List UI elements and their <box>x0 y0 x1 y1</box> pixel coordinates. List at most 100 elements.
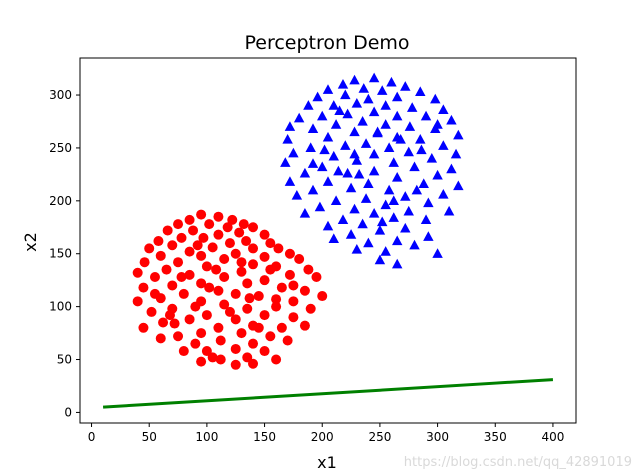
blue-point-7 <box>322 84 334 94</box>
blue-point-28 <box>380 119 391 129</box>
blue-point-107 <box>334 105 345 116</box>
blue-point-101 <box>391 258 403 269</box>
axes: 0 50 100 150 200 250 300 350 400 0 50 100 150 200 250 3… <box>49 88 564 444</box>
blue-point-27 <box>357 115 368 126</box>
red-point-101 <box>265 264 276 275</box>
red-point-52 <box>138 282 149 293</box>
x-tick-label-150: 150 <box>253 430 276 444</box>
red-point-17 <box>265 238 276 249</box>
blue-point-18 <box>303 100 314 110</box>
blue-point-38 <box>322 131 334 142</box>
blue-point-79 <box>349 203 360 214</box>
blue-point-64 <box>284 176 296 186</box>
blue-point-70 <box>307 184 319 195</box>
blue-point-10 <box>391 91 403 102</box>
red-point-94 <box>215 354 226 365</box>
y-tick-label-200: 200 <box>49 194 72 208</box>
blue-point-106 <box>411 184 423 195</box>
blue-point-13 <box>430 93 441 104</box>
red-point-87 <box>190 338 201 349</box>
red-point-80 <box>299 320 310 331</box>
red-point-35 <box>139 257 150 268</box>
red-point-82 <box>173 331 184 342</box>
red-point-30 <box>155 250 166 261</box>
blue-point-60 <box>299 167 311 178</box>
blue-point-56 <box>409 161 420 172</box>
watermark: https://blog.csdn.net/qq_42891019 <box>403 455 632 470</box>
red-point-44 <box>259 275 270 286</box>
blue-point-1 <box>349 74 360 85</box>
x-tick-label-400: 400 <box>541 430 564 444</box>
blue-point-19 <box>438 104 449 114</box>
red-point-77 <box>276 322 287 333</box>
red-point-72 <box>184 314 195 325</box>
red-point-56 <box>253 291 264 302</box>
blue-point-91 <box>345 229 357 239</box>
red-point-51 <box>276 282 287 293</box>
x-tick-label-350: 350 <box>484 430 507 444</box>
plot-area <box>102 72 554 409</box>
blue-point-98 <box>380 246 391 256</box>
red-point-108 <box>253 322 264 333</box>
red-point-20 <box>167 240 178 251</box>
blue-point-104 <box>395 133 406 144</box>
blue-point-97 <box>351 243 363 254</box>
blue-point-14 <box>351 97 363 108</box>
red-point-85 <box>155 333 166 344</box>
red-point-81 <box>236 328 247 339</box>
red-point-106 <box>149 288 160 299</box>
red-point-23 <box>273 243 284 254</box>
blue-point-69 <box>383 184 395 195</box>
blue-point-30 <box>404 121 416 131</box>
blue-point-113 <box>416 144 427 155</box>
blue-point-2 <box>386 76 397 87</box>
blue-point-26 <box>446 114 457 125</box>
blue-point-82 <box>443 205 455 216</box>
red-point-34 <box>248 259 259 270</box>
blue-point-52 <box>351 155 363 165</box>
blue-point-22 <box>391 110 403 121</box>
chart-title: Perceptron Demo <box>244 32 409 54</box>
x-tick-label-250: 250 <box>368 430 391 444</box>
red-point-6 <box>204 219 215 230</box>
red-point-27 <box>284 248 295 259</box>
blue-point-51 <box>426 153 438 163</box>
y-axis-label: x2 <box>21 232 40 252</box>
red-point-105 <box>288 280 299 291</box>
blue-point-15 <box>380 100 391 110</box>
red-point-102 <box>211 264 222 275</box>
y-tick-label-0: 0 <box>64 405 72 419</box>
red-point-71 <box>230 314 241 325</box>
blue-point-95 <box>363 237 374 248</box>
red-point-26 <box>230 248 241 259</box>
red-point-11 <box>162 225 173 236</box>
red-point-64 <box>219 299 230 310</box>
blue-point-23 <box>317 110 328 121</box>
red-point-41 <box>184 269 195 280</box>
blue-point-55 <box>317 161 328 172</box>
red-point-36 <box>201 261 212 272</box>
blue-point-36 <box>453 129 464 140</box>
red-point-61 <box>288 296 299 307</box>
red-point-24 <box>184 246 195 257</box>
blue-point-74 <box>360 193 372 203</box>
blue-point-76 <box>423 197 434 208</box>
red-point-111 <box>271 294 282 305</box>
red-point-74 <box>158 317 169 328</box>
red-point-79 <box>196 328 207 339</box>
red-point-59 <box>317 291 328 302</box>
red-point-50 <box>167 280 178 291</box>
blue-point-31 <box>307 123 319 134</box>
red-point-107 <box>224 306 235 317</box>
blue-point-0 <box>368 72 380 83</box>
red-point-103 <box>190 301 201 312</box>
red-point-92 <box>178 346 189 357</box>
blue-point-103 <box>353 168 365 179</box>
red-point-98 <box>248 358 259 369</box>
red-point-19 <box>153 236 164 247</box>
red-point-57 <box>178 288 189 299</box>
blue-point-59 <box>342 167 353 178</box>
blue-point-102 <box>376 216 388 227</box>
red-point-104 <box>236 257 247 268</box>
blue-point-90 <box>374 224 386 235</box>
